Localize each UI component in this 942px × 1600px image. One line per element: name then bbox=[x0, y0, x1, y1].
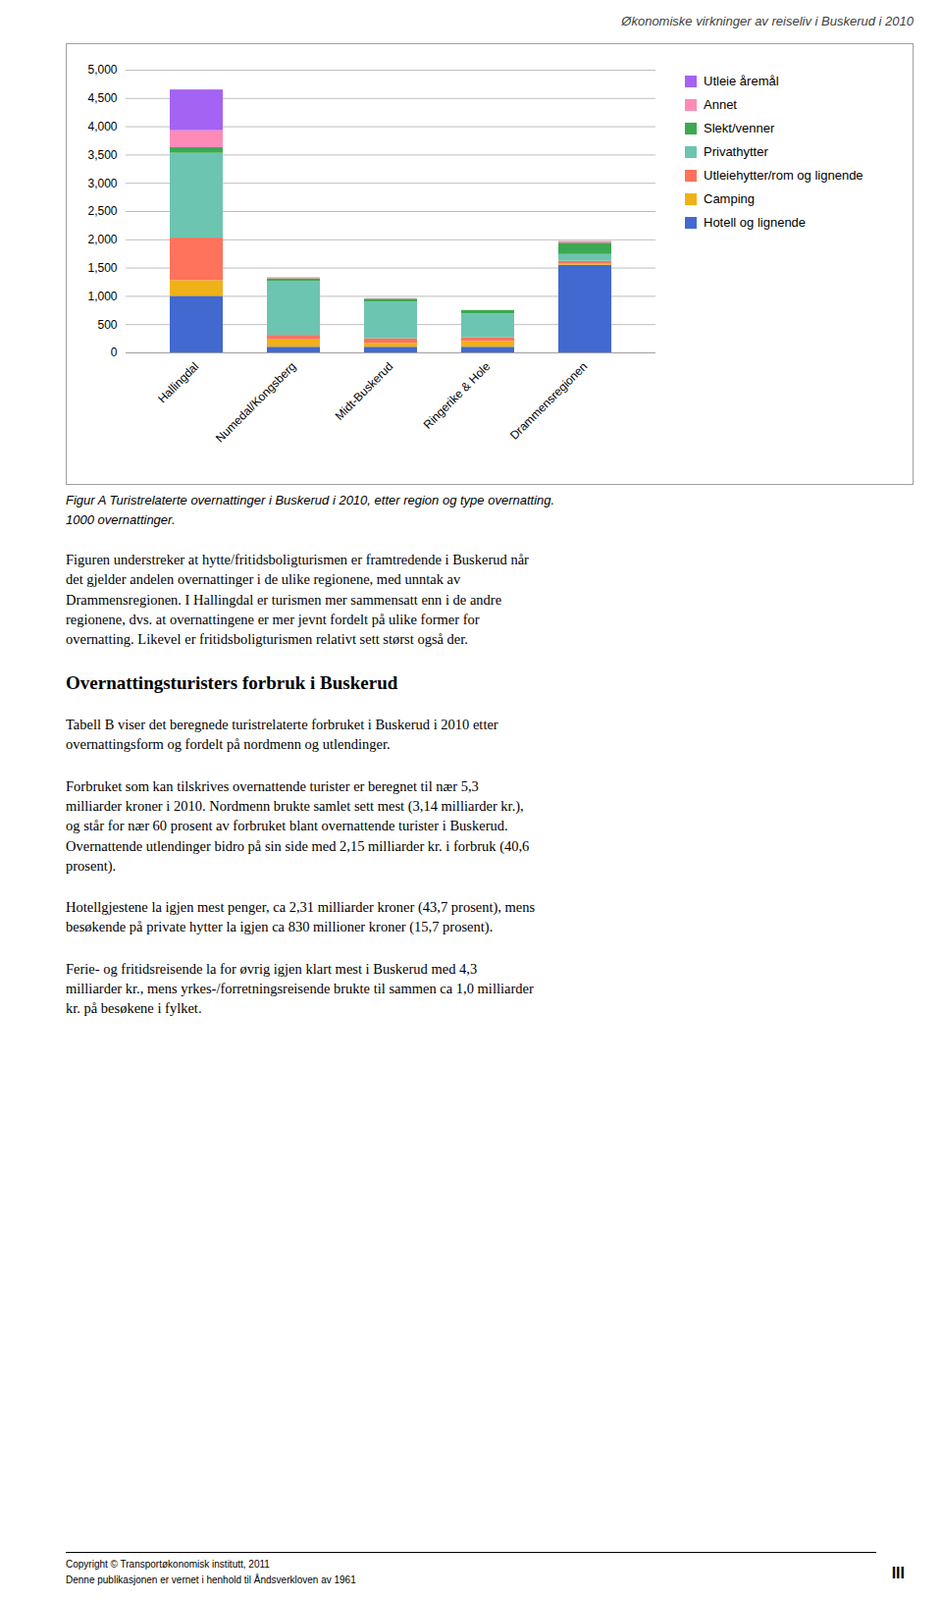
svg-text:4,000: 4,000 bbox=[87, 119, 117, 134]
svg-text:0: 0 bbox=[110, 345, 118, 360]
svg-text:Midt-Buskerud: Midt-Buskerud bbox=[332, 359, 397, 423]
html-text:Forbruket som kan tilskrives o: Forbruket som kan tilskrives overnattend… bbox=[65, 777, 530, 874]
html-text:Hotell og lignende: Hotell og lignende bbox=[703, 214, 806, 230]
svg-text:5,000: 5,000 bbox=[87, 62, 117, 77]
svg-text:1,500: 1,500 bbox=[87, 261, 117, 275]
html-text:Utleie åremål: Utleie åremål bbox=[703, 73, 779, 89]
svg-text:2,000: 2,000 bbox=[87, 232, 117, 247]
html-text:Privathytter: Privathytter bbox=[703, 144, 769, 159]
html-text:Copyright © Transportøkonomisk: Copyright © Transportøkonomisk institutt… bbox=[65, 1558, 270, 1570]
html-text:Utleiehytter/rom og lignende: Utleiehytter/rom og lignende bbox=[703, 167, 864, 183]
svg-text:Drammensregionen: Drammensregionen bbox=[507, 359, 590, 442]
svg-text:1,000: 1,000 bbox=[87, 289, 117, 304]
html-text:Figur A Turistrelaterte overna: Figur A Turistrelaterte overnattinger i … bbox=[65, 492, 555, 508]
svg-text:Ringerike & Hole: Ringerike & Hole bbox=[420, 359, 494, 432]
html-text:Annet: Annet bbox=[703, 97, 737, 112]
html-text:Slekt/venner: Slekt/venner bbox=[703, 120, 775, 136]
html-text:Denne publikasjonen er vernet: Denne publikasjonen er vernet i henhold … bbox=[65, 1573, 356, 1585]
svg-text:Hallingdal: Hallingdal bbox=[155, 359, 202, 406]
html-text:Økonomiske virkninger av reise: Økonomiske virkninger av reiseliv i Busk… bbox=[621, 13, 914, 29]
svg-text:500: 500 bbox=[97, 317, 117, 332]
svg-text:2,500: 2,500 bbox=[87, 204, 117, 218]
html-text:Camping: Camping bbox=[703, 191, 755, 207]
svg-text:Numedal/Kongsberg: Numedal/Kongsberg bbox=[212, 359, 299, 445]
html-text:Figuren understreker at hytte/: Figuren understreker at hytte/fritidsbol… bbox=[65, 551, 529, 647]
html-text:Overnattingsturisters forbruk: Overnattingsturisters forbruk i Buskerud bbox=[65, 672, 398, 694]
html-text:Hotellgjestene la igjen mest p: Hotellgjestene la igjen mest penger, ca … bbox=[65, 899, 535, 935]
svg-text:3,000: 3,000 bbox=[87, 176, 117, 191]
html-text:Tabell B viser det beregnede t: Tabell B viser det beregnede turistrelat… bbox=[65, 716, 499, 753]
html-text:Ferie- og fritidsreisende la f: Ferie- og fritidsreisende la for øvrig i… bbox=[65, 960, 534, 1016]
svg-text:4,500: 4,500 bbox=[87, 91, 117, 105]
html-text:1000 overnattinger.: 1000 overnattinger. bbox=[65, 511, 176, 527]
svg-text:3,500: 3,500 bbox=[87, 148, 117, 162]
html-text:III: III bbox=[891, 1564, 905, 1581]
